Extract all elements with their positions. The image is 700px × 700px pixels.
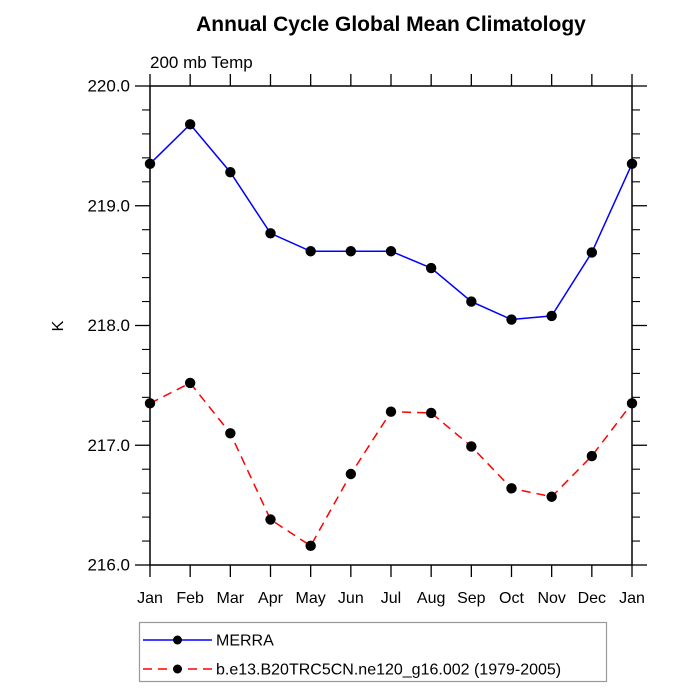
x-tick-label: Feb [176, 590, 204, 607]
data-point-marker [305, 540, 316, 552]
x-tick-label: Sep [457, 590, 486, 607]
data-point-marker [626, 398, 638, 409]
data-point-marker [546, 310, 557, 322]
data-point-marker [425, 262, 437, 274]
legend-label-merra: MERRA [216, 633, 274, 650]
data-point-marker [425, 407, 437, 419]
data-point-marker [225, 167, 236, 178]
chart-subtitle: 200 mb Temp [150, 53, 253, 72]
x-tick-label: Jun [338, 590, 364, 607]
data-point-marker [506, 483, 517, 494]
data-point-marker [385, 406, 397, 417]
x-tick-label: Jan [619, 590, 645, 607]
data-point-marker [225, 428, 236, 439]
legend: MERRA b.e13.B20TRC5CN.ne120_g16.002 (197… [138, 621, 608, 683]
data-point-marker [546, 491, 557, 502]
x-tick-label: Jul [381, 590, 401, 607]
x-tick-label: Aug [417, 590, 445, 607]
legend-label-model: b.e13.B20TRC5CN.ne120_g16.002 (1979-2005… [216, 662, 561, 679]
data-point-marker [305, 246, 316, 257]
series-line-merra [149, 123, 633, 321]
legend-entry-merra: MERRA [143, 633, 274, 650]
data-point-marker [466, 441, 477, 452]
data-point-marker [184, 119, 196, 130]
data-point-marker [345, 246, 357, 257]
data-point-marker [184, 377, 196, 389]
legend-box [138, 621, 608, 683]
x-tick-label: Jan [137, 590, 163, 607]
data-point-marker [385, 246, 397, 257]
chart-title: Annual Cycle Global Mean Climatology [196, 13, 586, 36]
data-point-marker [626, 158, 638, 170]
data-point-marker [144, 398, 156, 409]
data-point-marker [506, 314, 517, 325]
x-tick-label: Dec [578, 590, 606, 607]
data-point-marker [265, 514, 276, 525]
y-tick-label: 216.0 [87, 556, 130, 575]
data-point-marker [586, 247, 598, 258]
data-point-marker [586, 450, 598, 462]
x-tick-label: Nov [537, 590, 565, 607]
y-tick-label: 220.0 [87, 77, 130, 96]
y-tick-label: 218.0 [87, 316, 130, 335]
x-tick-label: May [296, 590, 326, 607]
x-tick-label: Apr [258, 590, 284, 607]
x-tick-label: Oct [499, 590, 524, 607]
plot-frame [149, 85, 633, 566]
y-axis-label: K [50, 320, 67, 331]
data-point-marker [144, 158, 156, 170]
data-point-marker [466, 296, 477, 307]
legend-entry-model: b.e13.B20TRC5CN.ne120_g16.002 (1979-2005… [143, 662, 561, 679]
data-point-marker [345, 468, 357, 480]
data-point-marker [265, 228, 276, 239]
x-tick-label: Mar [217, 590, 245, 607]
plot-area: Jan Feb Mar Apr May Jun Jul Aug Sep Oct Nov Dec Jan 2… [87, 74, 647, 607]
legend-marker-circle-icon [173, 664, 182, 674]
y-tick-label: 219.0 [87, 196, 130, 215]
y-tick-label: 217.0 [87, 436, 130, 455]
legend-marker-circle-icon [173, 635, 182, 645]
